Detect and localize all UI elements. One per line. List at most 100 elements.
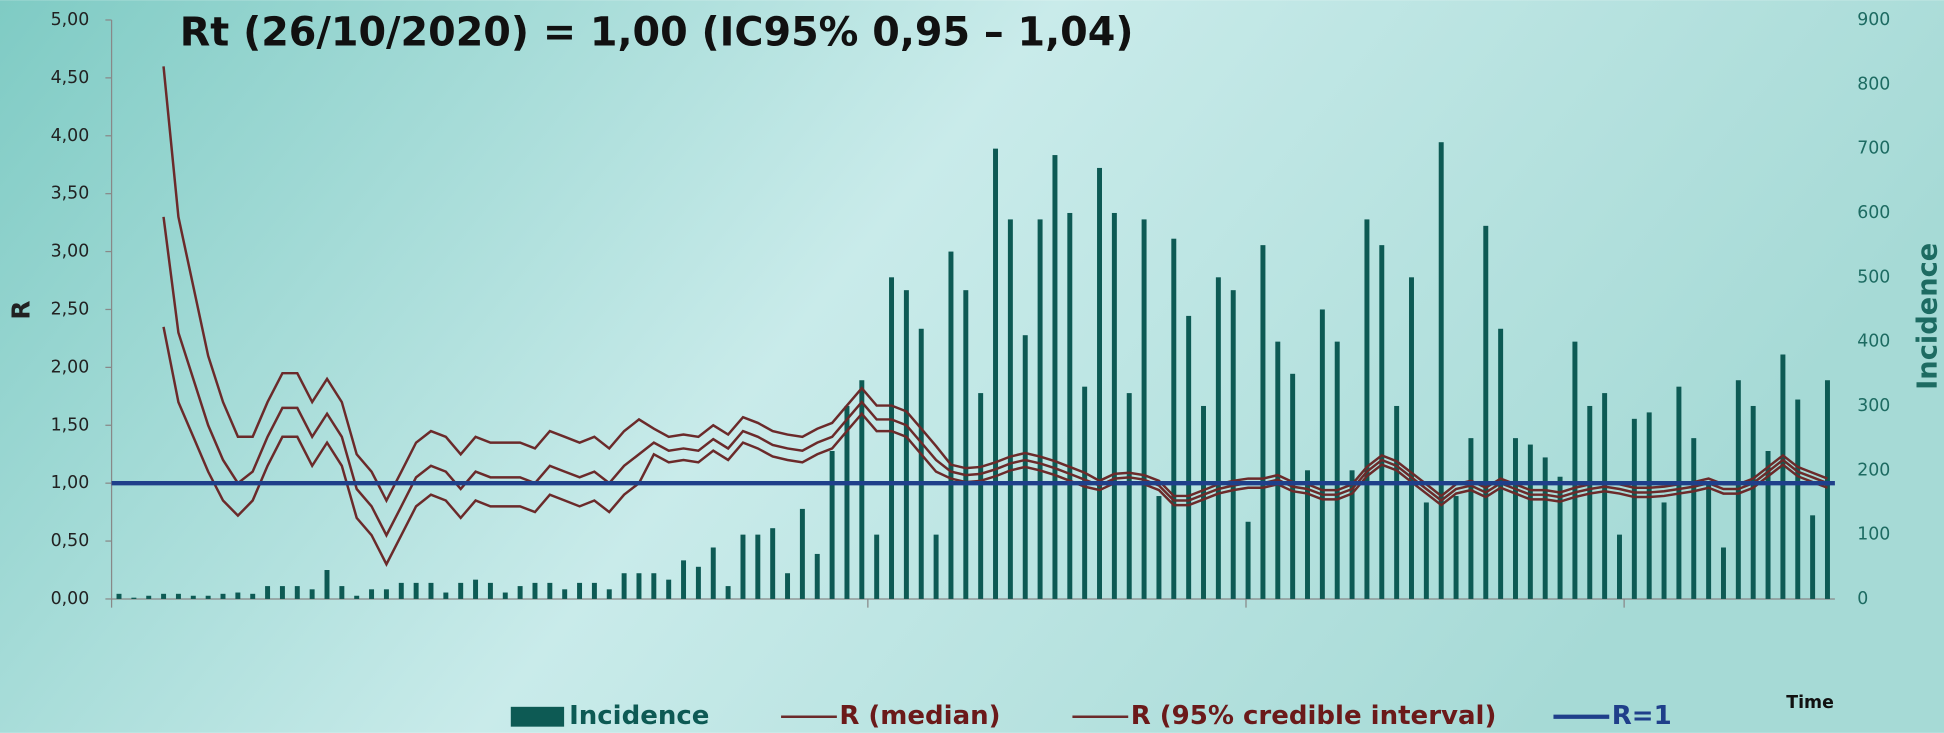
y2-tick-label: 800 [1857, 74, 1890, 94]
incidence-bar [1691, 438, 1697, 599]
incidence-bar [1557, 476, 1563, 599]
incidence-bar [532, 582, 538, 599]
incidence-bar [710, 547, 716, 599]
incidence-bar [1498, 328, 1504, 599]
incidence-bar [933, 534, 939, 599]
y-tick-label: 4,00 [51, 126, 90, 146]
incidence-bar [636, 573, 642, 599]
incidence-bar [1230, 290, 1236, 599]
y-tick-label: 1,00 [51, 473, 90, 493]
incidence-bar [1602, 393, 1608, 599]
incidence-bar [651, 573, 657, 599]
incidence-bar [770, 528, 776, 599]
incidence-bar [1468, 438, 1474, 599]
incidence-bar [235, 592, 241, 599]
incidence-bar [428, 582, 434, 599]
y2-tick-label: 0 [1857, 589, 1868, 609]
incidence-bar [398, 582, 404, 599]
y-tick-label: 3,50 [51, 184, 90, 204]
incidence-bar [681, 560, 687, 599]
incidence-bar [1052, 155, 1058, 599]
incidence-bar [1824, 380, 1830, 599]
incidence-bar [1082, 386, 1088, 599]
y-tick-label: 4,50 [51, 68, 90, 88]
incidence-bar [1111, 212, 1117, 599]
incidence-bar [220, 593, 226, 599]
incidence-bar [1067, 212, 1073, 599]
interval-line [162, 326, 1828, 567]
y2-tick-label: 300 [1857, 396, 1890, 416]
legend-label: R (95% credible interval) [1131, 701, 1497, 731]
incidence-bar [889, 277, 895, 599]
incidence-bar [1201, 405, 1206, 599]
incidence-bar [1186, 315, 1192, 599]
incidence-bar [517, 586, 523, 599]
y2-tick-label: 100 [1857, 525, 1890, 545]
incidence-bar [1617, 534, 1622, 599]
interval-line [162, 66, 1828, 504]
y2-tick-label: 400 [1857, 332, 1890, 352]
incidence-bar [1379, 245, 1385, 599]
legend-swatch [510, 706, 565, 727]
incidence-bar [324, 570, 330, 599]
y-axis-label: R [6, 301, 35, 320]
incidence-bar [591, 582, 597, 599]
incidence-bar [829, 450, 835, 599]
x-ticks [110, 598, 1625, 608]
incidence-bar [1706, 483, 1712, 599]
x-axis-label: Time [1786, 693, 1834, 713]
incidence-bar [1780, 354, 1786, 599]
incidence-bar [265, 586, 271, 599]
legend-label: R (median) [839, 701, 1000, 731]
incidence-bar [369, 589, 375, 599]
incidence-bar [383, 589, 389, 599]
incidence-bar [621, 573, 627, 599]
legend-label: Incidence [569, 701, 709, 731]
incidence-bar [1423, 502, 1429, 599]
y2-tick-label: 900 [1857, 10, 1890, 30]
incidence-bar [1141, 219, 1147, 599]
incidence-bar [339, 586, 345, 599]
incidence-bar [1646, 412, 1652, 599]
incidence-bar [1126, 393, 1132, 599]
incidence-bar [844, 405, 850, 599]
incidence-bar [963, 290, 969, 599]
incidence-bar [1275, 341, 1281, 599]
incidence-bar [443, 592, 449, 599]
y2-tick-label: 700 [1857, 139, 1890, 159]
incidence-bar [1720, 547, 1726, 599]
incidence-bar [799, 508, 805, 599]
incidence-bar [948, 251, 954, 599]
incidence-bar [250, 593, 256, 599]
incidence-bar [1572, 341, 1578, 599]
incidence-bar [1334, 341, 1340, 599]
incidence-bar [1394, 405, 1400, 599]
incidence-bar [413, 582, 419, 599]
incidence-bar [1215, 277, 1221, 599]
incidence-bar [1587, 405, 1593, 599]
incidence-bar [785, 573, 791, 599]
incidence-bar [1513, 438, 1518, 599]
incidence-bar [487, 582, 493, 599]
y2-tick-label: 600 [1857, 203, 1890, 223]
incidence-bar [146, 595, 152, 599]
y-tick-label: 3,00 [51, 242, 90, 262]
incidence-bar [1245, 521, 1251, 599]
incidence-bar [175, 593, 181, 599]
incidence-bar [1750, 405, 1756, 599]
incidence-bar [1037, 219, 1043, 599]
incidence-bar [1661, 502, 1667, 599]
incidence-bar [458, 582, 464, 599]
incidence-bar [859, 380, 865, 599]
incidence-bar [814, 553, 820, 599]
incidence-bar [577, 582, 583, 599]
incidence-bar [1007, 219, 1013, 599]
incidence-bar [1765, 450, 1771, 599]
incidence-bar [993, 148, 999, 599]
incidence-bar [562, 589, 568, 599]
incidence-bar [309, 589, 315, 599]
incidence-bar [755, 534, 761, 599]
y2-tick-label: 200 [1857, 460, 1890, 480]
incidence-bar [1409, 277, 1414, 599]
incidence-bar [1631, 418, 1637, 599]
